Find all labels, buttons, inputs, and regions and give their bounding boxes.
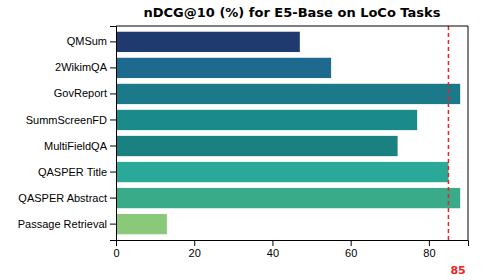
y-tick-mark bbox=[110, 41, 116, 42]
reference-line bbox=[448, 26, 450, 240]
y-tick: MultiFieldQA bbox=[44, 140, 116, 152]
y-tick-label: QASPER Title bbox=[38, 166, 107, 178]
y-tick-mark bbox=[110, 198, 116, 199]
reference-label: 85 bbox=[450, 264, 465, 277]
bar bbox=[116, 84, 460, 104]
x-tick-label: 0 bbox=[113, 247, 119, 259]
y-axis-line bbox=[110, 27, 117, 241]
y-tick-label: QASPER Abstract bbox=[18, 192, 107, 204]
x-tick-label: 60 bbox=[345, 247, 357, 259]
x-axis: 0 20 40 60 80 bbox=[113, 240, 468, 259]
y-tick: QASPER Title bbox=[38, 166, 116, 178]
x-tick-mark bbox=[429, 240, 430, 246]
y-tick: QASPER Abstract bbox=[18, 192, 116, 204]
x-axis-line bbox=[117, 241, 469, 247]
y-tick-mark bbox=[110, 67, 116, 68]
y-tick-mark bbox=[110, 172, 116, 173]
y-tick: SummScreenFD bbox=[26, 114, 116, 126]
x-tick-label: 20 bbox=[189, 247, 201, 259]
x-tick-label: 40 bbox=[267, 247, 279, 259]
x-tick: 60 bbox=[345, 240, 357, 259]
x-tick-mark bbox=[351, 240, 352, 246]
chart: nDCG@10 (%) for E5-Base on LoCo Tasks 85 0… bbox=[0, 0, 486, 280]
y-tick-label: 2WikimQA bbox=[55, 61, 108, 73]
plot: 85 0 20 40 60 80 QMSum 2WikimQA GovReport SummScr… bbox=[18, 26, 469, 277]
y-tick-mark bbox=[110, 146, 116, 147]
y-axis: QMSum 2WikimQA GovReport SummScreenFD MultiF… bbox=[18, 27, 117, 241]
x-tick-mark bbox=[194, 240, 195, 246]
plot-frame bbox=[468, 26, 469, 240]
x-tick: 0 bbox=[113, 240, 119, 259]
bar bbox=[116, 58, 331, 78]
y-tick-label: GovReport bbox=[54, 87, 107, 99]
y-tick-mark bbox=[110, 93, 116, 94]
y-tick-label: MultiFieldQA bbox=[44, 140, 108, 152]
x-tick: 80 bbox=[423, 240, 435, 259]
y-tick-mark bbox=[110, 224, 116, 225]
y-tick: Passage Retrieval bbox=[18, 218, 116, 230]
y-tick-label: Passage Retrieval bbox=[18, 218, 107, 230]
y-tick-mark bbox=[110, 119, 116, 120]
x-tick: 20 bbox=[189, 240, 201, 259]
bar bbox=[116, 162, 448, 182]
plot-frame bbox=[116, 26, 468, 27]
y-tick-label: QMSum bbox=[67, 35, 107, 47]
y-tick-label: SummScreenFD bbox=[26, 114, 107, 126]
x-tick: 40 bbox=[267, 240, 279, 259]
title: nDCG@10 (%) for E5-Base on LoCo Tasks bbox=[144, 5, 441, 20]
x-tick-mark bbox=[272, 240, 273, 246]
bar bbox=[116, 110, 417, 130]
y-tick: GovReport bbox=[54, 87, 116, 99]
x-tick-label: 80 bbox=[423, 247, 435, 259]
bar bbox=[116, 136, 398, 156]
bar bbox=[116, 214, 167, 234]
marks bbox=[116, 26, 460, 240]
y-tick: QMSum bbox=[67, 35, 116, 47]
y-tick: 2WikimQA bbox=[55, 61, 116, 73]
bar bbox=[116, 32, 300, 52]
bar bbox=[116, 188, 460, 208]
